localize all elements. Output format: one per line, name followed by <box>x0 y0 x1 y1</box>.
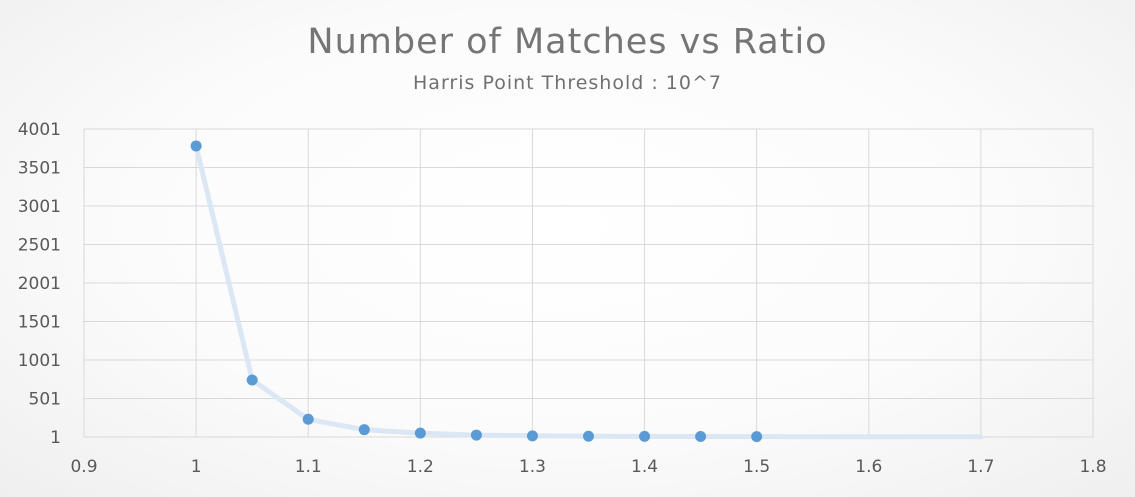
y-tick-label: 2001 <box>18 274 61 294</box>
chart-title: Number of Matches vs Ratio <box>307 22 828 62</box>
x-tick-label: 0.9 <box>70 457 97 477</box>
data-point <box>751 431 763 443</box>
series-line <box>193 143 984 440</box>
y-tick-label: 2501 <box>18 236 61 256</box>
x-tick-label: 1.2 <box>407 457 434 477</box>
y-tick-label: 1 <box>50 428 61 448</box>
data-point <box>302 413 314 425</box>
x-tick-label: 1.4 <box>631 457 658 477</box>
x-tick-label: 1.5 <box>743 457 770 477</box>
data-point <box>583 430 594 442</box>
data-point <box>414 427 426 439</box>
y-tick-label: 1001 <box>18 351 61 371</box>
chart-subtitle: Harris Point Threshold : 10^7 <box>413 72 722 94</box>
y-tick-label: 3501 <box>18 159 61 179</box>
x-tick-label: 1.1 <box>295 457 322 477</box>
data-point <box>246 374 258 386</box>
data-point <box>358 424 370 436</box>
series <box>190 140 984 443</box>
x-tick-label: 1.7 <box>967 457 994 477</box>
grid <box>83 128 1094 438</box>
data-point <box>639 430 651 442</box>
y-tick-label: 1501 <box>18 313 61 333</box>
data-point <box>190 140 202 152</box>
data-point <box>526 430 538 442</box>
y-tick-label: 4001 <box>18 120 61 140</box>
x-tick-label: 1.3 <box>519 457 546 477</box>
x-tick-label: 1 <box>191 457 202 477</box>
x-tick-label: 1.8 <box>1079 457 1106 477</box>
x-axis-ticks: 0.9 1 1.1 1.2 1.3 1.4 1.5 1.6 1.7 1.8 <box>70 457 1106 477</box>
x-tick-label: 1.6 <box>855 457 882 477</box>
data-point <box>695 431 707 443</box>
y-tick-label: 3001 <box>18 197 61 217</box>
data-point <box>470 429 482 441</box>
y-tick-label: 501 <box>29 390 61 410</box>
